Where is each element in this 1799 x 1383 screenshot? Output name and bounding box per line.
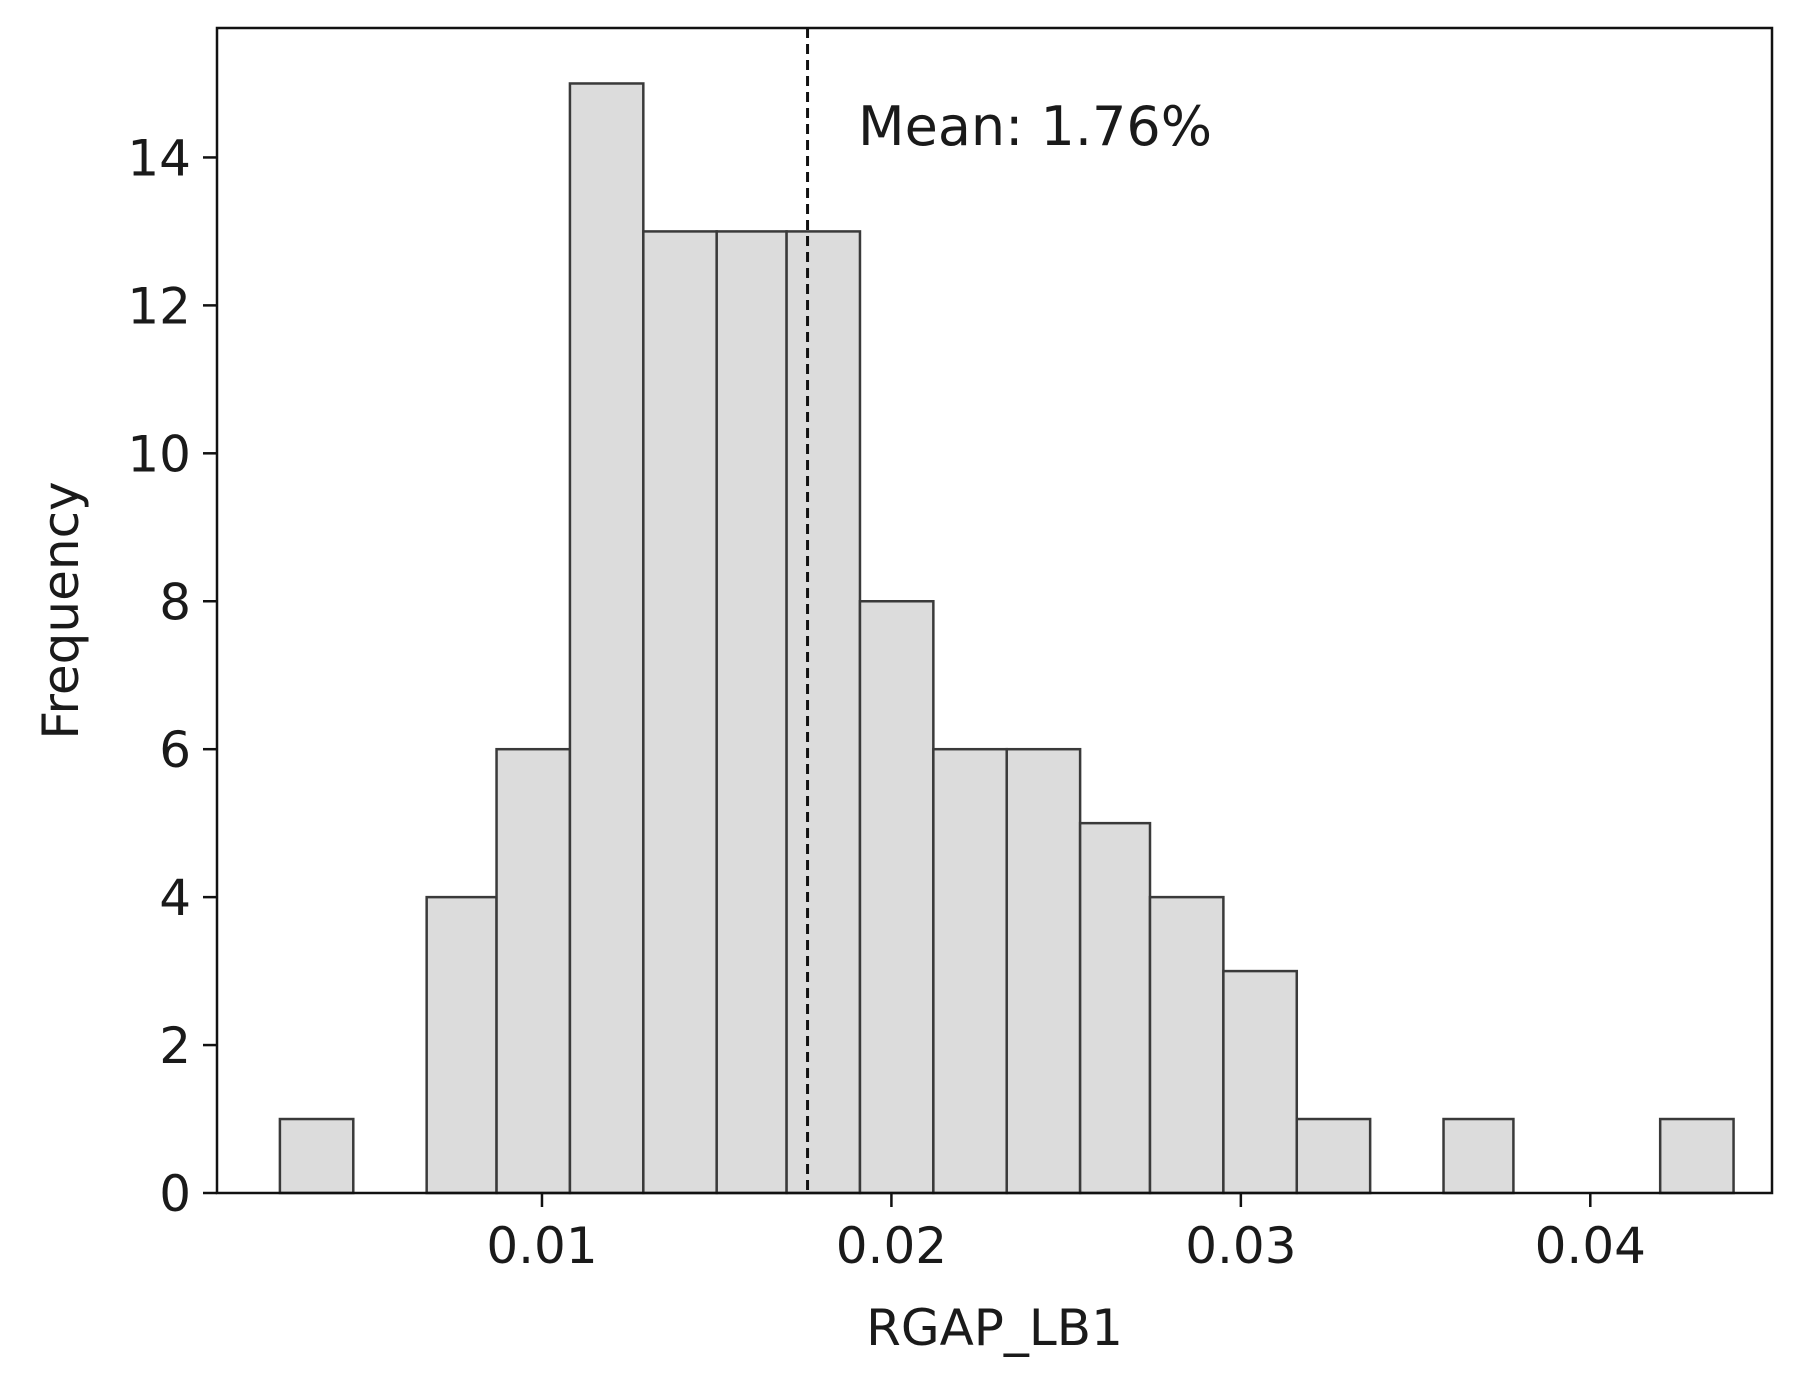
y-tick-label: 2 [159,1017,191,1075]
y-tick-label: 14 [127,129,191,187]
histogram-bar [425,895,498,1195]
histogram-bar [1005,747,1082,1195]
x-axis-label: RGAP_LB1 [866,1299,1123,1357]
histogram-bar [858,600,935,1195]
axis-ticks: 0.01 0.02 0.03 0.04 0 2 4 6 8 10 12 14 [127,129,1646,1275]
plot-frame [215,26,1774,1195]
histogram-bar [715,230,788,1195]
histogram-bar [495,747,572,1195]
y-tick-label: 0 [159,1165,191,1223]
histogram-bar [1222,969,1299,1195]
histogram-bar [785,230,862,1195]
histogram-bar [1295,1117,1372,1195]
y-tick-label: 6 [159,721,191,779]
histogram-bar [1148,895,1225,1195]
histogram-bar [1078,821,1152,1195]
x-tick-label: 0.03 [1185,1217,1296,1275]
y-tick-label: 4 [159,869,191,927]
histogram-bars [278,82,1735,1195]
histogram-bar [642,230,718,1195]
y-axis-label: Frequency [32,481,90,739]
mean-annotation: Mean: 1.76% [858,95,1212,158]
y-tick-label: 12 [127,277,191,335]
y-tick-label: 10 [127,425,191,483]
histogram-bar [932,747,1008,1195]
x-tick-label: 0.04 [1535,1217,1646,1275]
histogram-bar [278,1117,355,1195]
histogram-bar [1442,1117,1515,1195]
x-tick-label: 0.01 [486,1217,597,1275]
x-tick-label: 0.02 [836,1217,947,1275]
histogram-bar [1658,1117,1735,1195]
y-tick-label: 8 [159,573,191,631]
histogram-bar [568,82,645,1195]
